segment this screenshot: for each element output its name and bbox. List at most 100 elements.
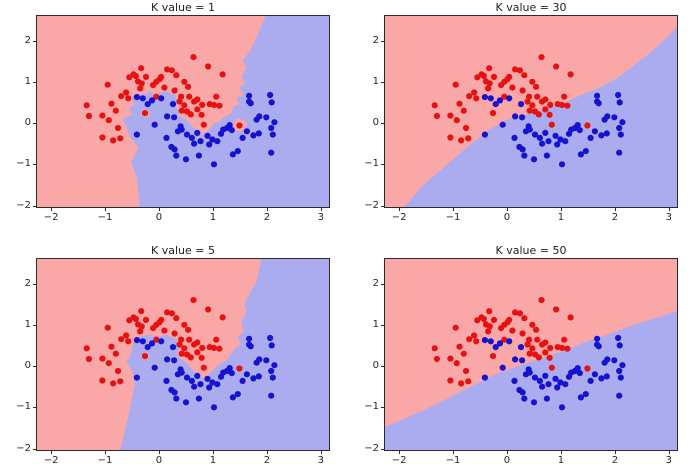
x-tick-mark bbox=[212, 208, 214, 211]
scatter-point-red bbox=[158, 316, 165, 323]
x-tick-label: 0 bbox=[155, 455, 163, 466]
scatter-point-blue bbox=[243, 128, 250, 135]
y-tick-label: −2 bbox=[16, 199, 31, 211]
y-tick-label: 1 bbox=[372, 318, 379, 330]
scatter-point-red bbox=[194, 339, 201, 346]
scatter-point-red bbox=[489, 110, 497, 117]
scatter-point-red bbox=[142, 316, 150, 323]
scatter-point-blue bbox=[594, 92, 601, 99]
x-tick-label: 2 bbox=[611, 455, 619, 466]
scatter-point-blue bbox=[178, 369, 185, 376]
scatter-point-blue bbox=[512, 113, 519, 120]
scatter-point-blue bbox=[210, 161, 218, 168]
scatter-point-blue bbox=[206, 141, 213, 148]
scatter-point-blue bbox=[481, 374, 488, 381]
scatter-point-red bbox=[199, 101, 206, 108]
scatter-point-red bbox=[173, 72, 180, 79]
scatter-point-red bbox=[110, 137, 117, 144]
x-tick-label: 3 bbox=[317, 212, 325, 223]
x-tick-label: 2 bbox=[263, 455, 271, 466]
scatter-point-red bbox=[486, 80, 493, 87]
scatter-point-blue bbox=[246, 335, 253, 342]
scatter-point-blue bbox=[604, 113, 611, 120]
scatter-point-red bbox=[465, 135, 472, 142]
plot-title: K value = 50 bbox=[495, 244, 567, 257]
scatter-point-red bbox=[198, 111, 205, 118]
scatter-point-red bbox=[519, 87, 526, 94]
x-tick-mark bbox=[51, 208, 53, 211]
scatter-point-blue bbox=[148, 97, 156, 104]
scatter-point-red bbox=[186, 336, 193, 343]
scatter-point-red bbox=[219, 71, 226, 78]
scatter-point-red bbox=[161, 327, 168, 334]
scatter-point-blue bbox=[496, 340, 504, 347]
scatter-point-blue bbox=[530, 156, 538, 163]
scatter-point-red bbox=[168, 310, 175, 317]
scatter-point-blue bbox=[133, 94, 140, 101]
scatter-point-red bbox=[458, 137, 465, 144]
scatter-point-red bbox=[236, 365, 243, 372]
scatter-point-blue bbox=[574, 122, 581, 129]
axes-frame bbox=[36, 258, 330, 451]
scatter-point-blue bbox=[268, 367, 275, 375]
scatter-point-blue bbox=[545, 138, 552, 145]
scatter-point-blue bbox=[574, 365, 581, 372]
y-tick-label: −1 bbox=[16, 401, 31, 413]
scatter-point-red bbox=[561, 93, 568, 100]
y-tick-mark bbox=[381, 283, 384, 285]
scatter-point-blue bbox=[577, 394, 584, 401]
scatter-point-blue bbox=[543, 152, 550, 159]
scatter-point-blue bbox=[164, 113, 171, 120]
scatter-point-red bbox=[485, 328, 492, 335]
scatter-point-blue bbox=[268, 392, 275, 399]
scatter-point-red bbox=[181, 102, 188, 109]
y-tick-label: 1 bbox=[24, 75, 31, 87]
scatter-point-red bbox=[190, 297, 197, 304]
scatter-point-blue bbox=[595, 343, 602, 350]
y-tick-mark bbox=[33, 205, 36, 207]
x-tick-label: −2 bbox=[391, 455, 407, 466]
scatter-point-blue bbox=[517, 101, 525, 108]
scatter-point-red bbox=[519, 330, 526, 337]
scatter-point-blue bbox=[268, 124, 275, 132]
x-tick-label: −1 bbox=[97, 455, 113, 466]
scatter-point-blue bbox=[246, 92, 253, 99]
axes-frame bbox=[36, 15, 330, 208]
scatter-point-red bbox=[105, 117, 112, 124]
plot-canvas bbox=[384, 258, 678, 451]
x-tick-label: −2 bbox=[391, 212, 407, 223]
scatter-point-red bbox=[137, 85, 144, 92]
scatter-point-red bbox=[460, 107, 467, 114]
scatter-point-blue bbox=[545, 381, 552, 388]
scatter-point-red bbox=[466, 93, 473, 100]
scatter-point-red bbox=[561, 336, 568, 343]
scatter-point-blue bbox=[506, 338, 513, 345]
scatter-point-blue bbox=[521, 395, 528, 402]
scatter-point-blue bbox=[598, 375, 605, 382]
scatter-point-blue bbox=[587, 377, 594, 384]
x-tick-label: 1 bbox=[557, 455, 565, 466]
scatter-point-red bbox=[447, 112, 454, 119]
scatter-point-blue bbox=[577, 151, 584, 158]
scatter-point-red bbox=[535, 111, 542, 118]
scatter-point-red bbox=[236, 122, 243, 129]
scatter-point-red bbox=[178, 93, 185, 100]
scatter-point-blue bbox=[243, 371, 250, 378]
scatter-point-red bbox=[553, 63, 560, 70]
y-tick-mark bbox=[33, 123, 36, 125]
x-tick-label: 1 bbox=[209, 212, 217, 223]
scatter-point-blue bbox=[594, 335, 601, 342]
scatter-point-red bbox=[547, 344, 554, 351]
x-tick-label: −1 bbox=[445, 212, 461, 223]
scatter-point-blue bbox=[582, 148, 589, 155]
scatter-point-blue bbox=[214, 138, 221, 145]
y-tick-label: 1 bbox=[24, 318, 31, 330]
scatter-point-red bbox=[486, 65, 493, 72]
y-tick-label: −1 bbox=[364, 158, 379, 170]
scatter-point-red bbox=[501, 93, 508, 100]
scatter-point-blue bbox=[188, 134, 195, 141]
scatter-point-blue bbox=[151, 121, 158, 128]
x-tick-mark bbox=[105, 208, 107, 211]
scatter-point-blue bbox=[481, 337, 488, 344]
